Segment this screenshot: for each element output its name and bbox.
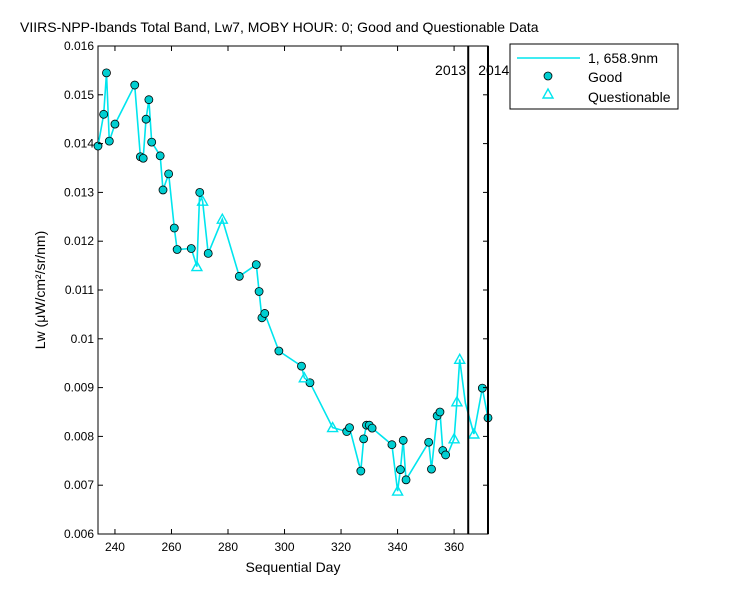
x-tick-label: 280 xyxy=(218,540,238,554)
legend-entry-good: Good xyxy=(588,69,622,85)
y-tick-label: 0.013 xyxy=(64,185,94,199)
good-point xyxy=(138,153,148,163)
good-point xyxy=(297,361,306,371)
y-tick-label: 0.015 xyxy=(64,88,94,102)
y-tick-label: 0.014 xyxy=(64,137,94,151)
y-tick-label: 0.008 xyxy=(64,429,94,443)
questionable-point xyxy=(467,427,481,439)
y-tick-label: 0.011 xyxy=(65,283,94,297)
good-point xyxy=(254,287,264,296)
y-tick-label: 0.01 xyxy=(71,332,95,346)
legend-good-marker xyxy=(543,71,553,81)
good-point xyxy=(172,245,182,254)
questionable-point xyxy=(447,432,461,444)
good-point xyxy=(251,260,261,270)
good-point xyxy=(169,223,179,233)
series-line-658nm xyxy=(97,72,489,492)
legend: 1, 658.9nm Good Questionable xyxy=(509,43,679,110)
good-point xyxy=(110,119,120,129)
chart-title: VIIRS-NPP-Ibands Total Band, Lw7, MOBY H… xyxy=(20,19,539,35)
questionable-point xyxy=(216,212,229,224)
year-label-left: 2013 xyxy=(435,62,466,78)
good-point xyxy=(234,271,244,281)
questionable-point xyxy=(298,371,311,383)
good-point xyxy=(104,136,114,146)
x-axis: 240 260 280 300 320 340 360 xyxy=(105,46,464,554)
legend-entry-line: 1, 658.9nm xyxy=(588,50,658,66)
good-point xyxy=(158,185,168,195)
legend-box xyxy=(509,43,679,110)
good-point xyxy=(424,437,434,447)
good-point xyxy=(345,423,354,433)
questionable-point xyxy=(196,194,209,206)
x-tick-label: 340 xyxy=(388,540,408,554)
good-point xyxy=(305,378,315,388)
good-point xyxy=(387,440,397,450)
questionable-point xyxy=(391,484,404,496)
good-point xyxy=(155,151,165,161)
good-point xyxy=(203,248,213,258)
good-point xyxy=(102,68,111,78)
good-point xyxy=(186,244,196,253)
good-point xyxy=(398,435,408,445)
good-point xyxy=(367,423,377,433)
y-tick-label: 0.012 xyxy=(64,234,94,248)
good-point xyxy=(395,465,405,474)
good-point xyxy=(356,466,366,476)
x-tick-label: 300 xyxy=(275,540,295,554)
questionable-point xyxy=(326,421,339,433)
good-point xyxy=(99,109,109,119)
good-point xyxy=(435,407,445,417)
x-tick-label: 240 xyxy=(105,540,125,554)
x-tick-label: 260 xyxy=(161,540,181,554)
legend-questionable-marker xyxy=(541,87,555,99)
questionable-point xyxy=(453,352,466,364)
y-axis: 0.006 0.007 0.008 0.009 0.01 0.011 0.012 0.013 0… xyxy=(64,39,488,541)
y-tick-label: 0.016 xyxy=(64,39,94,53)
y-tick-label: 0.009 xyxy=(64,381,94,395)
good-point xyxy=(195,187,205,197)
good-point xyxy=(164,169,174,179)
good-point xyxy=(274,346,284,356)
x-tick-label: 360 xyxy=(444,540,464,554)
good-point xyxy=(141,114,151,124)
good-point xyxy=(441,450,451,460)
y-tick-label: 0.007 xyxy=(64,478,94,492)
good-point xyxy=(427,464,436,474)
y-tick-label: 0.006 xyxy=(64,527,94,541)
good-point xyxy=(359,434,369,444)
good-point xyxy=(144,95,154,105)
y-axis-title: Lw (μW/cm²/sr/nm) xyxy=(32,231,48,350)
questionable-point xyxy=(450,395,464,407)
good-point xyxy=(401,475,411,485)
questionable-point xyxy=(190,260,204,272)
data-line-layer xyxy=(97,72,489,492)
year-label-right: 2014 xyxy=(478,62,509,78)
good-point xyxy=(130,80,140,90)
x-tick-label: 320 xyxy=(331,540,351,554)
good-point xyxy=(260,309,270,318)
x-axis-title: Sequential Day xyxy=(246,559,341,575)
marker-layer xyxy=(93,68,493,496)
plot-frame xyxy=(97,45,489,535)
good-point xyxy=(147,137,157,147)
plot-area xyxy=(93,45,493,535)
legend-entry-questionable: Questionable xyxy=(588,89,671,105)
